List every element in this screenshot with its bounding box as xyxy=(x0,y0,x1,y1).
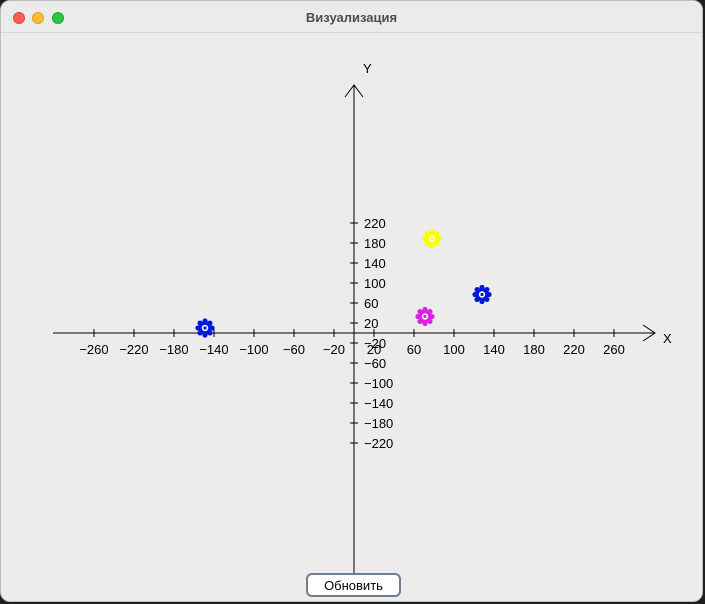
coordinate-canvas[interactable]: X Y −260 −220 −180 −140 −100 −60 −20 20 60 100 140 18… xyxy=(1,33,703,573)
y-axis-arrow xyxy=(344,84,364,98)
x-tick-label: −140 xyxy=(199,342,228,357)
x-axis-arrow xyxy=(642,324,656,342)
y-tick-label: −20 xyxy=(364,336,386,351)
y-tick-label: −220 xyxy=(364,436,393,451)
maximize-window-button[interactable] xyxy=(52,12,64,24)
x-tick-label: 60 xyxy=(407,342,421,357)
point-center xyxy=(430,236,434,241)
y-tick-label: 20 xyxy=(364,316,378,331)
x-axis-label: X xyxy=(663,331,672,346)
data-point[interactable] xyxy=(415,306,435,327)
y-tick-label: 60 xyxy=(364,296,378,311)
x-tick-label: 140 xyxy=(483,342,505,357)
x-tick-label: −180 xyxy=(159,342,188,357)
data-point[interactable] xyxy=(472,284,492,305)
close-window-button[interactable] xyxy=(13,12,25,24)
x-tick-label: 20 xyxy=(367,342,381,357)
minimize-window-button[interactable] xyxy=(32,12,44,24)
x-tick-label: −20 xyxy=(323,342,345,357)
x-tick-label: −100 xyxy=(239,342,268,357)
x-tick-label: 220 xyxy=(563,342,585,357)
x-tick-label: −60 xyxy=(283,342,305,357)
y-tick-label: 180 xyxy=(364,236,386,251)
title-bar[interactable]: Визуализация xyxy=(1,1,702,33)
y-tick-label: 100 xyxy=(364,276,386,291)
window-title: Визуализация xyxy=(305,10,398,25)
coordinate-plot[interactable]: XY−260 −220 −180 −140 −100 −60 −20 20 60 100 140 18… xyxy=(1,33,703,573)
y-tick-label: −100 xyxy=(364,376,393,391)
x-tick-label: −220 xyxy=(119,342,148,357)
y-tick-label: −180 xyxy=(364,416,393,431)
y-axis-label: Y xyxy=(363,61,372,76)
y-tick-label: −140 xyxy=(364,396,393,411)
y-tick-label: −60 xyxy=(364,356,386,371)
x-tick-label: 180 xyxy=(523,342,545,357)
x-tick-label: 260 xyxy=(603,342,625,357)
data-point[interactable] xyxy=(422,228,442,249)
point-center xyxy=(203,326,207,330)
point-center xyxy=(423,314,427,319)
x-tick-label: 100 xyxy=(443,342,465,357)
point-center xyxy=(480,292,484,297)
y-tick-label: 140 xyxy=(364,256,386,271)
data-point[interactable] xyxy=(195,318,215,338)
y-tick-label: 220 xyxy=(364,216,386,231)
refresh-button[interactable]: Обновить xyxy=(306,573,401,597)
x-tick-label: −260 xyxy=(79,342,108,357)
